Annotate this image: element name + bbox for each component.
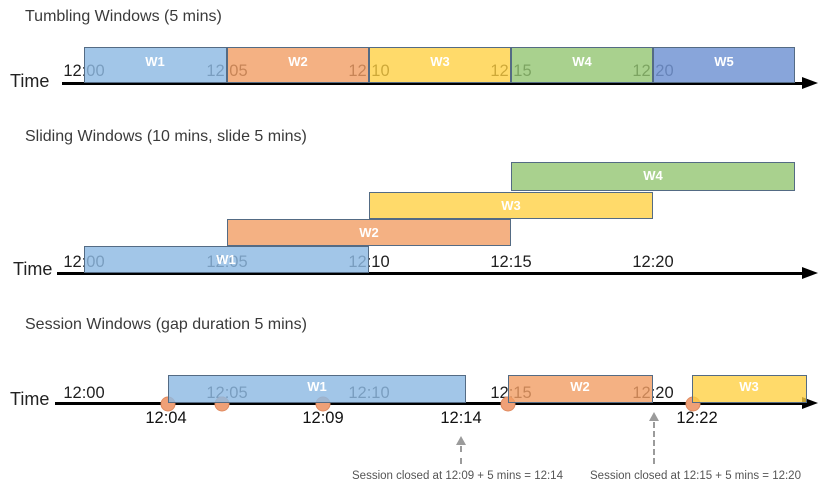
sliding-axis-arrowhead-icon [802, 267, 818, 279]
tumbling-window-w1-label: W1 [145, 54, 165, 69]
sliding-time-axis [57, 272, 802, 275]
tumbling-window-w2 [227, 47, 369, 83]
tumbling-axis-arrowhead-icon [802, 77, 818, 89]
tumbling-time-axis-label: Time [10, 71, 50, 91]
session-tick-1200: 12:00 [63, 384, 105, 402]
session-window-w1-label: W1 [307, 379, 327, 394]
session-close-arrow-stem [653, 422, 655, 464]
tumbling-window-w5 [653, 47, 795, 83]
tumbling-window-w1 [84, 47, 227, 83]
session-time-axis [55, 402, 802, 405]
close-time-1214: 12:14 [440, 409, 482, 427]
tumbling-time-axis [62, 82, 802, 85]
event-time-1222: 12:22 [676, 409, 718, 427]
session-window-w3 [692, 375, 807, 403]
sliding-title: Sliding Windows (10 mins, slide 5 mins) [25, 128, 307, 145]
session-close-annotation-1: Session closed at 12:09 + 5 mins = 12:14 [352, 470, 563, 482]
session-window-w1 [168, 375, 466, 403]
sliding-window-w1 [84, 246, 369, 273]
tumbling-window-w5-label: W5 [714, 54, 734, 69]
sliding-time-axis-label: Time [13, 259, 53, 279]
session-window-w2 [508, 375, 653, 403]
sliding-tick-1220: 12:20 [632, 253, 674, 271]
tumbling-title: Tumbling Windows (5 mins) [25, 8, 222, 25]
session-time-axis-label: Time [10, 389, 50, 409]
session-window-w3-label: W3 [739, 379, 759, 394]
session-close-annotation-2: Session closed at 12:15 + 5 mins = 12:20 [590, 470, 801, 482]
sliding-tick-1215: 12:15 [490, 253, 532, 271]
session-title: Session Windows (gap duration 5 mins) [25, 316, 307, 333]
tumbling-window-w2-label: W2 [288, 54, 308, 69]
sliding-window-w2 [227, 219, 511, 246]
tumbling-window-w3 [369, 47, 511, 83]
sliding-window-w2-label: W2 [359, 225, 379, 240]
session-window-w2-label: W2 [570, 379, 590, 394]
sliding-window-w3 [369, 192, 653, 219]
session-close-arrow-icon [456, 436, 466, 445]
session-close-arrow-stem [460, 446, 462, 464]
tumbling-window-w4-label: W4 [572, 54, 592, 69]
tumbling-window-w4 [511, 47, 653, 83]
event-time-1204: 12:04 [145, 409, 187, 427]
sliding-window-w4 [511, 162, 795, 191]
sliding-window-w1-label: W1 [216, 252, 236, 267]
sliding-window-w3-label: W3 [501, 198, 521, 213]
sliding-window-w4-label: W4 [643, 168, 663, 183]
tumbling-window-w3-label: W3 [430, 54, 450, 69]
session-close-arrow-icon [649, 412, 659, 421]
event-time-1209: 12:09 [302, 409, 344, 427]
